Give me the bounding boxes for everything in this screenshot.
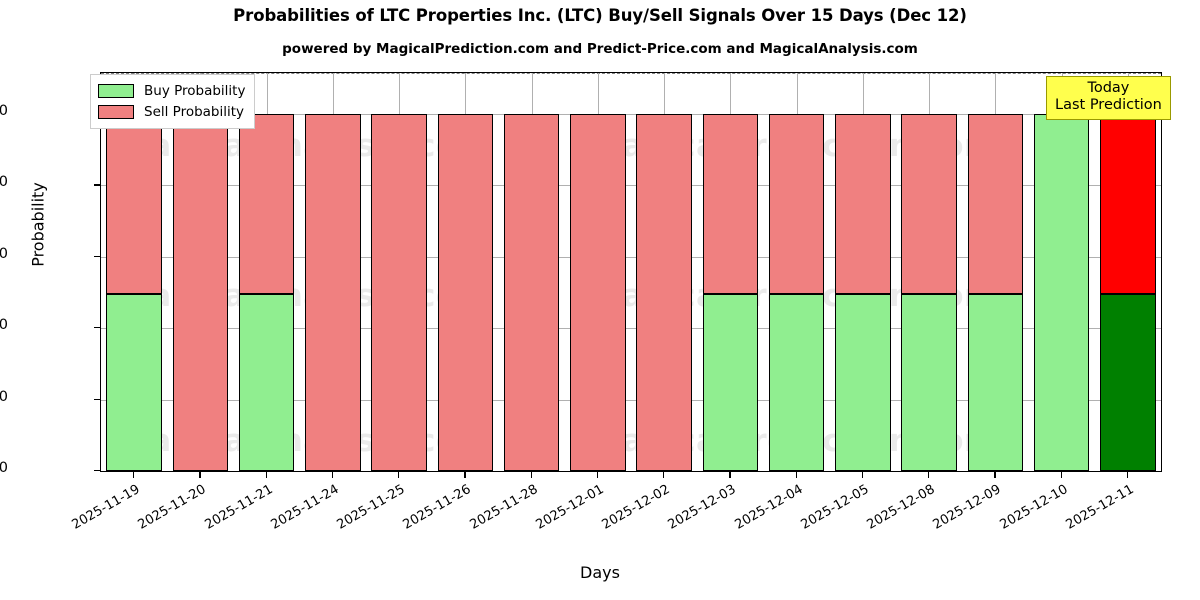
bar-segment-sell[interactable] bbox=[106, 114, 162, 295]
bar-segment-buy[interactable] bbox=[702, 294, 759, 471]
bar-stack[interactable] bbox=[702, 73, 759, 471]
bar-segment-buy[interactable] bbox=[1033, 114, 1090, 471]
legend-label-sell: Sell Probability bbox=[144, 103, 245, 120]
bar-stack[interactable] bbox=[305, 73, 361, 471]
y-axis-tick bbox=[94, 327, 100, 329]
bar-stack[interactable] bbox=[901, 73, 957, 471]
bar-segment-sell[interactable] bbox=[172, 114, 229, 471]
bar-segment-sell[interactable] bbox=[835, 114, 891, 295]
y-axis-tick-label: 100 bbox=[0, 103, 8, 120]
chart-legend: Buy Probability Sell Probability bbox=[90, 74, 256, 129]
bar-stack[interactable] bbox=[1100, 73, 1156, 471]
bar-segment-sell[interactable] bbox=[238, 114, 295, 295]
x-axis-tick bbox=[265, 472, 267, 478]
bar-stack[interactable] bbox=[437, 73, 494, 471]
bar-stack[interactable] bbox=[371, 73, 427, 471]
y-axis-tick-label: 0 bbox=[0, 460, 8, 476]
bar-stack[interactable] bbox=[768, 73, 825, 471]
y-axis-tick bbox=[94, 255, 100, 258]
x-axis-tick bbox=[596, 472, 599, 478]
x-axis-tick bbox=[663, 472, 665, 478]
x-axis-tick bbox=[331, 472, 334, 478]
bar-stack[interactable] bbox=[636, 73, 692, 471]
bar-stack[interactable] bbox=[238, 73, 295, 471]
y-axis-tick bbox=[94, 398, 100, 400]
bar-segment-sell[interactable] bbox=[1100, 114, 1156, 295]
bar-segment-sell[interactable] bbox=[570, 114, 626, 471]
gridline-horizontal bbox=[101, 328, 1161, 330]
x-axis-tick bbox=[729, 472, 731, 478]
gridline-horizontal bbox=[101, 256, 1161, 258]
bar-segment-sell[interactable] bbox=[636, 114, 692, 471]
x-axis-tick bbox=[795, 472, 797, 478]
y-axis-tick-label: 40 bbox=[0, 317, 8, 334]
bar-segment-sell[interactable] bbox=[768, 114, 825, 295]
top-reference-line bbox=[101, 73, 1161, 74]
bar-segment-buy[interactable] bbox=[835, 294, 891, 471]
bar-segment-sell[interactable] bbox=[901, 114, 957, 295]
bar-segment-sell[interactable] bbox=[305, 114, 361, 471]
today-annotation-line2: Last Prediction bbox=[1055, 97, 1162, 114]
x-axis-tick bbox=[1060, 472, 1062, 478]
x-axis-tick bbox=[530, 472, 532, 478]
page-title: Probabilities of LTC Properties Inc. (LT… bbox=[233, 6, 967, 25]
x-axis-tick bbox=[994, 472, 996, 478]
x-axis-tick bbox=[398, 472, 400, 478]
bar-segment-sell[interactable] bbox=[371, 114, 427, 471]
gridline-horizontal bbox=[101, 399, 1161, 401]
today-annotation: Today Last Prediction bbox=[1046, 76, 1171, 121]
x-axis-tick bbox=[464, 472, 466, 478]
y-axis-tick-label: 20 bbox=[0, 388, 8, 405]
x-axis-tick bbox=[861, 472, 864, 478]
bar-stack[interactable] bbox=[570, 73, 626, 471]
plot-inner: MagicalAnalysis.comMagicalPrediction.com… bbox=[101, 73, 1161, 471]
bar-segment-buy[interactable] bbox=[901, 294, 957, 471]
gridline-horizontal bbox=[101, 114, 1161, 116]
bar-segment-buy[interactable] bbox=[768, 294, 825, 471]
chart-subtitle: powered by MagicalPrediction.com and Pre… bbox=[282, 41, 918, 57]
bar-segment-sell[interactable] bbox=[503, 114, 560, 471]
legend-swatch-sell bbox=[98, 104, 134, 119]
bar-segment-buy[interactable] bbox=[106, 294, 162, 471]
x-axis-tick bbox=[133, 472, 135, 478]
legend-label-buy: Buy Probability bbox=[144, 82, 246, 99]
x-axis-tick bbox=[1126, 472, 1129, 478]
bar-segment-sell[interactable] bbox=[437, 114, 494, 471]
today-annotation-line1: Today bbox=[1087, 80, 1130, 96]
legend-item-buy[interactable]: Buy Probability bbox=[98, 80, 245, 101]
bar-stack[interactable] bbox=[503, 73, 560, 471]
x-axis-tick bbox=[928, 472, 930, 478]
y-axis-tick-label: 80 bbox=[0, 174, 8, 191]
bar-segment-sell[interactable] bbox=[702, 114, 759, 295]
plot-area: MagicalAnalysis.comMagicalPrediction.com… bbox=[100, 72, 1162, 472]
bar-segment-sell[interactable] bbox=[967, 114, 1024, 295]
bar-stack[interactable] bbox=[1033, 73, 1090, 471]
bar-stack[interactable] bbox=[106, 73, 162, 471]
bar-segment-buy[interactable] bbox=[238, 294, 295, 471]
x-axis-label: Days bbox=[580, 563, 620, 582]
y-axis-tick bbox=[94, 470, 100, 472]
bar-stack[interactable] bbox=[835, 73, 891, 471]
y-axis-tick-label: 60 bbox=[0, 245, 8, 262]
legend-swatch-buy bbox=[98, 83, 134, 98]
bar-segment-buy[interactable] bbox=[1100, 294, 1156, 471]
y-axis-label: Probability bbox=[28, 182, 48, 267]
bar-stack[interactable] bbox=[967, 73, 1024, 471]
y-axis-tick bbox=[94, 184, 100, 186]
x-axis-tick bbox=[199, 472, 201, 478]
bar-segment-buy[interactable] bbox=[967, 294, 1024, 471]
gridline-horizontal bbox=[101, 185, 1161, 187]
bar-stack[interactable] bbox=[172, 73, 229, 471]
legend-item-sell[interactable]: Sell Probability bbox=[98, 101, 245, 122]
